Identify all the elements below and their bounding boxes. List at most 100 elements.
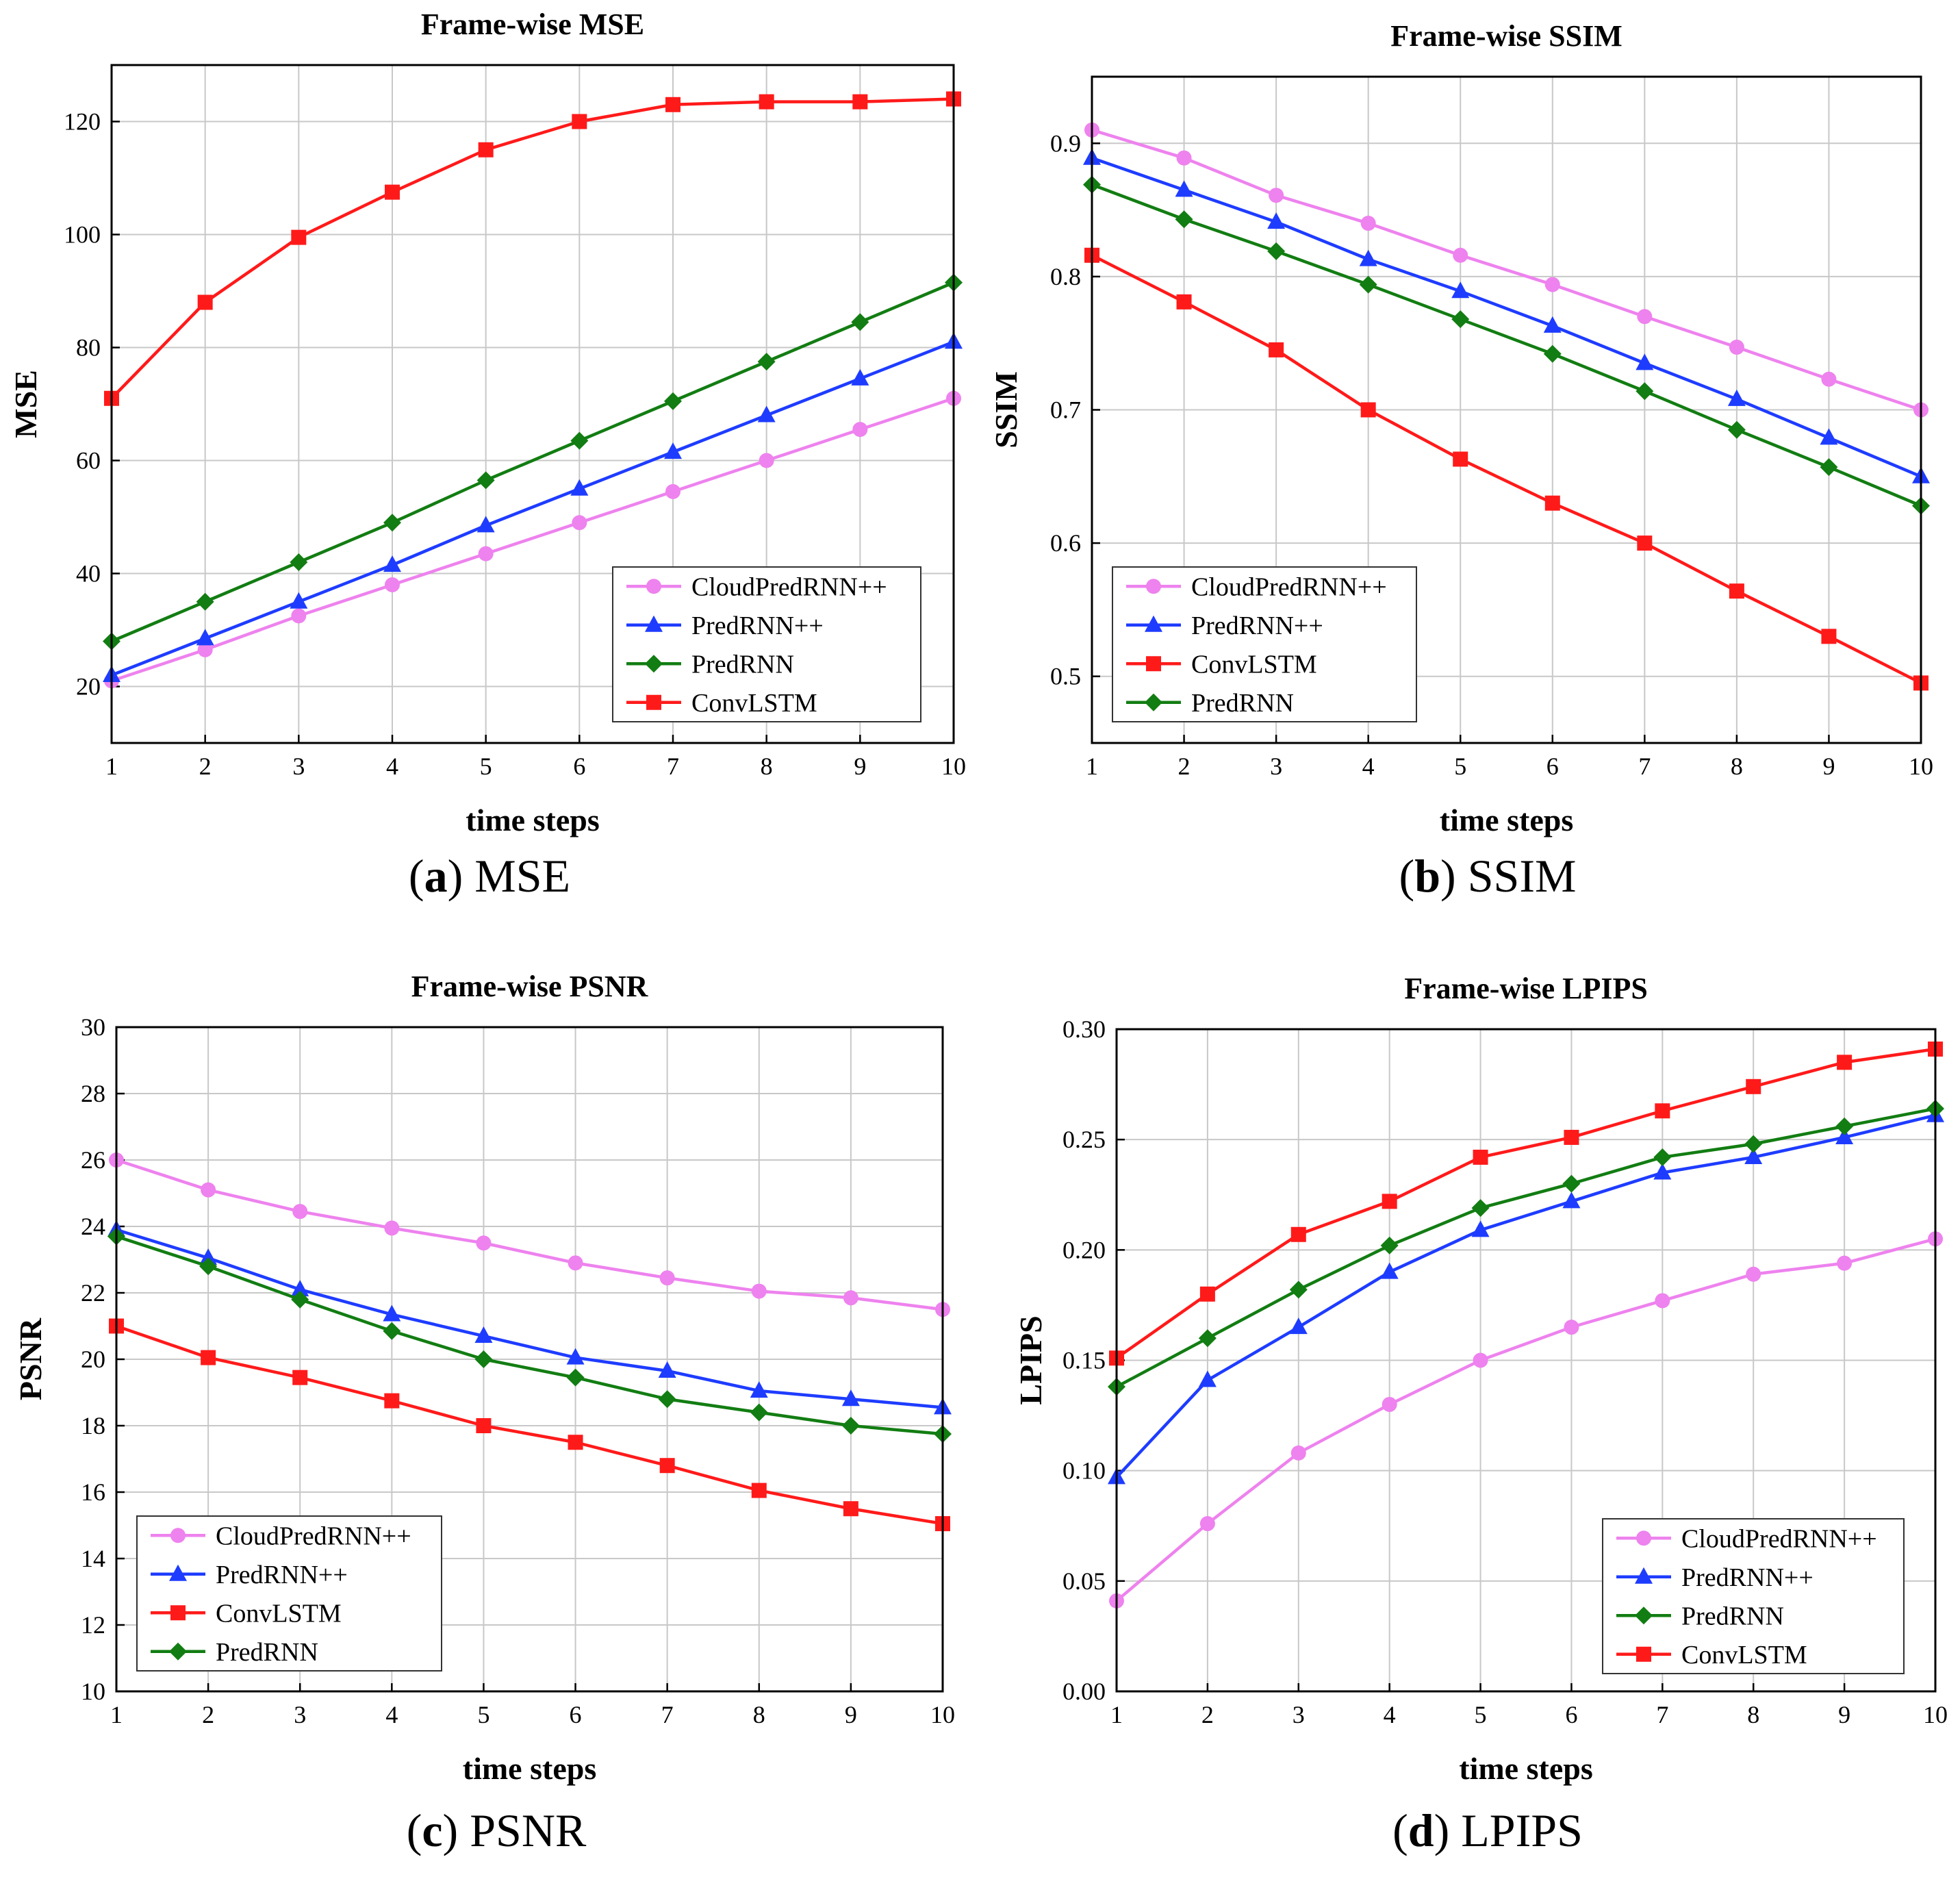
data-point [291,229,307,245]
data-point [1199,1286,1215,1302]
data-point [383,1322,401,1340]
x-tick-label: 6 [573,753,585,780]
data-point [1729,340,1744,355]
panel-psnr: Frame-wise PSNR 1 2 3 4 5 6 7 8 9 10 10 12 14 16 18 20 22… [0,940,980,1879]
y-tick-label: 22 [81,1279,105,1307]
plot-frame [1091,75,1922,744]
x-tick-label: 5 [1454,753,1466,780]
legend-marker [645,655,663,673]
data-point [1543,344,1562,363]
data-point [1653,1148,1672,1166]
x-tick-label: 10 [1923,1701,1948,1728]
data-point [664,392,682,410]
data-point [1473,1352,1488,1368]
legend-item-convlstm: ConvLSTM [1616,1641,1807,1669]
legend-item-cloudpredrnnplusplus: CloudPredRNN++ [151,1522,411,1550]
data-point [759,453,774,468]
data-point [852,94,868,110]
legend: CloudPredRNN++ PredRNN++ PredRNN ConvLSTM [1602,1518,1905,1674]
data-point [196,629,214,646]
y-tick-label: 26 [81,1146,105,1174]
data-point [851,313,869,331]
y-tick-label: 0.15 [1062,1347,1106,1374]
y-axis-label: PSNR [13,1317,48,1400]
series-predrnnplusplus [1083,148,1930,483]
y-tick-label: 20 [76,673,101,701]
x-tick-label: 5 [477,1701,489,1728]
legend-marker [170,1528,186,1543]
series-line [1091,183,1922,507]
data-point [1746,1266,1761,1282]
data-point [290,592,308,609]
data-point [1199,1516,1215,1532]
data-point [201,1182,216,1198]
y-axis-label: MSE [8,370,43,438]
x-tick-label: 7 [667,753,679,780]
data-point [841,1417,860,1435]
x-tick-label: 4 [1384,1701,1396,1728]
data-point [568,1435,583,1450]
legend-box [136,1515,442,1672]
data-point [1637,535,1653,551]
data-point [1744,1135,1763,1153]
legend-marker [1636,1530,1651,1546]
data-point [196,592,214,611]
legend-item-convlstm: ConvLSTM [1126,650,1317,679]
data-point [1175,210,1193,229]
legend-item-convlstm: ConvLSTM [626,689,817,718]
legend-box [1602,1518,1905,1674]
y-axis-label: LPIPS [1013,1315,1048,1404]
data-point [1746,1079,1761,1094]
series-convlstm [1084,247,1929,691]
data-point [1564,1320,1579,1335]
y-tick-label: 24 [81,1213,105,1240]
data-point [852,422,868,438]
data-point [759,94,774,110]
y-tick-label: 0.6 [1050,529,1081,557]
data-point [1655,1293,1670,1309]
data-point [757,353,776,371]
series-line [111,396,954,683]
series-predrnnplusplus [1108,1105,1944,1485]
y-tick-label: 20 [81,1346,105,1373]
data-point [757,405,776,423]
y-tick-label: 0.7 [1050,396,1081,424]
caption-lpips: (d) LPIPS [1392,1804,1583,1856]
legend-label: ConvLSTM [1191,650,1317,679]
data-point [1821,629,1837,644]
series-predrnn [1083,175,1930,515]
legend-label: PredRNN [216,1638,318,1667]
plot-frame [1115,1028,1937,1693]
caption-text: SSIM [1467,850,1577,902]
data-point [1451,281,1470,299]
data-point [1267,212,1286,229]
data-point [1382,1396,1397,1412]
data-point [1290,1445,1306,1461]
x-tick-label: 5 [1475,1701,1487,1728]
data-point [1562,1174,1581,1193]
data-point [476,1418,492,1433]
series-cloudpredrnnplusplus [1084,122,1929,418]
data-point [665,483,680,499]
data-point [1562,1191,1581,1209]
x-tick-label: 7 [661,1701,674,1728]
series-cloudpredrnnplusplus [1109,1231,1943,1609]
data-point [1564,1129,1579,1145]
x-tick-label: 2 [199,753,212,780]
x-tick-label: 8 [761,753,773,780]
x-tick-label: 3 [292,753,305,780]
data-point [197,642,213,657]
data-point [1176,294,1192,310]
chart-lpips: Frame-wise LPIPS 1 2 3 4 5 6 7 8 9 10 0.00 0.05 0.10 0… [1013,972,1948,1786]
data-point [566,1348,585,1365]
data-point [1727,420,1746,439]
y-tick-label: 0.8 [1050,263,1081,290]
data-point [385,184,400,200]
panel-mse: Frame-wise MSE 1 2 3 4 5 6 7 8 9 10 20 40 60 80 100 120 t… [0,0,980,940]
data-point [1471,1220,1490,1237]
x-tick-label: 7 [1656,1701,1668,1728]
data-point [476,516,495,533]
legend-marker [169,1642,187,1661]
data-point [1543,316,1562,333]
data-point [474,1326,493,1344]
